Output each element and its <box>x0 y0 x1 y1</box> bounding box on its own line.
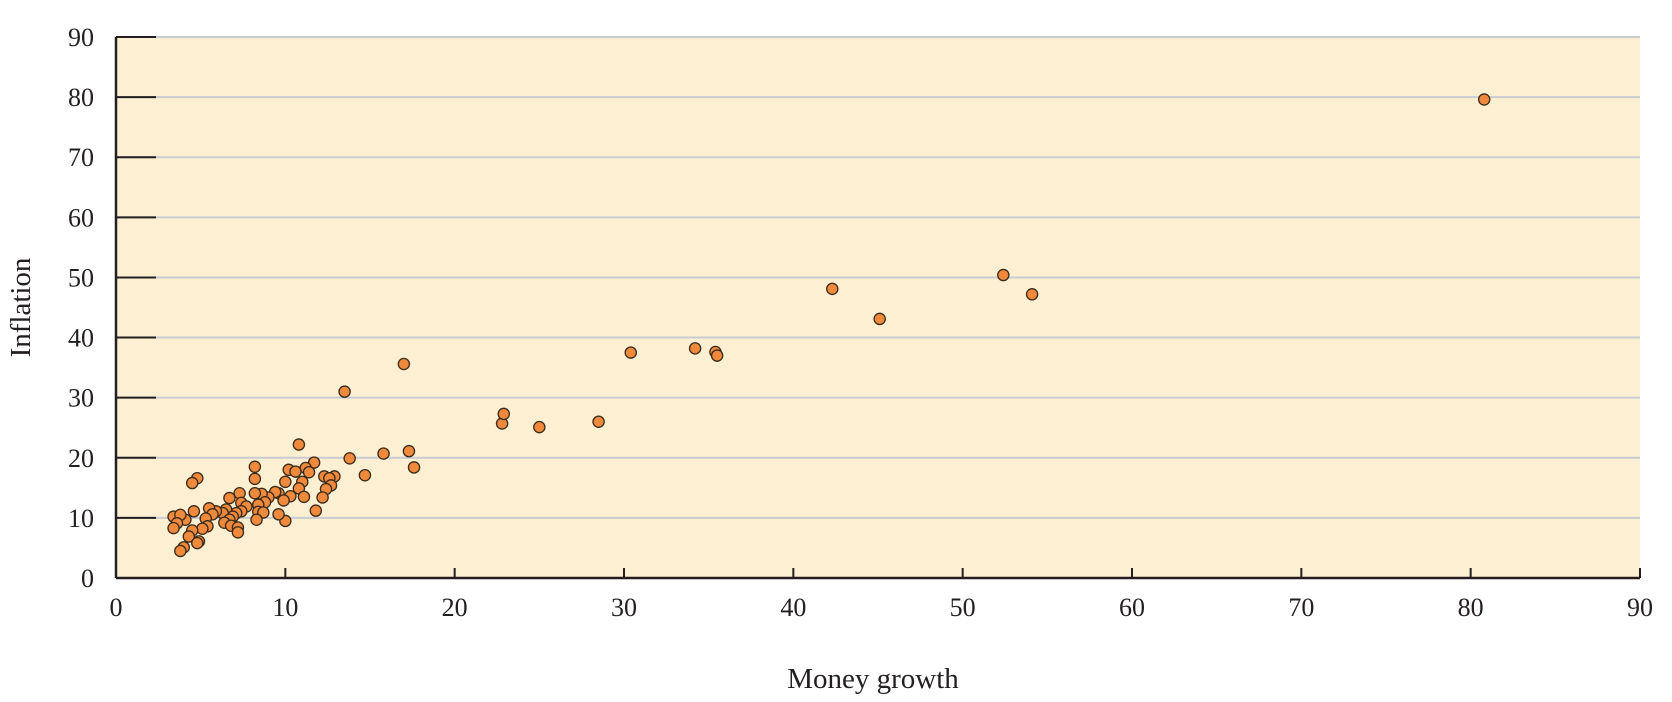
x-tick-label-40: 40 <box>780 593 806 622</box>
y-tick-label-30: 30 <box>68 384 94 413</box>
data-point <box>248 460 262 474</box>
data-point <box>710 349 724 362</box>
data-point <box>223 491 236 505</box>
data-point <box>343 452 356 465</box>
data-point <box>407 461 421 474</box>
data-point <box>231 526 245 539</box>
data-point <box>316 491 329 504</box>
data-point <box>272 508 285 521</box>
y-tick-label-20: 20 <box>68 444 94 473</box>
data-point <box>592 415 605 428</box>
x-tick-label-20: 20 <box>442 593 468 622</box>
data-point <box>182 530 196 543</box>
data-point <box>688 342 702 355</box>
data-point <box>250 513 263 526</box>
data-point <box>997 268 1010 282</box>
data-point <box>248 472 262 486</box>
data-point <box>248 486 262 500</box>
data-point <box>826 282 839 296</box>
data-point <box>292 438 306 451</box>
y-tick-label-50: 50 <box>68 263 94 292</box>
y-tick-label-10: 10 <box>68 504 94 533</box>
data-point <box>302 465 316 479</box>
data-point <box>377 447 390 460</box>
data-point <box>624 346 638 359</box>
y-tick-label-60: 60 <box>68 203 94 232</box>
data-point <box>297 490 311 504</box>
data-point <box>289 465 302 478</box>
data-point <box>279 475 292 489</box>
y-tick-label-90: 90 <box>68 23 94 52</box>
x-axis-label: Money growth <box>787 663 959 695</box>
data-point <box>873 312 886 326</box>
x-tick-label-0: 0 <box>110 593 123 622</box>
data-point <box>174 544 187 558</box>
data-point <box>1025 288 1039 301</box>
data-point <box>358 468 372 482</box>
plot-area <box>116 37 1640 578</box>
data-point <box>309 504 323 517</box>
data-point <box>167 521 180 535</box>
data-point <box>397 357 411 371</box>
y-tick-label-0: 0 <box>81 564 94 593</box>
x-tick-label-50: 50 <box>950 593 976 622</box>
data-point <box>402 444 416 458</box>
x-tick-label-60: 60 <box>1119 593 1145 622</box>
x-tick-label-80: 80 <box>1458 593 1484 622</box>
data-point <box>533 420 546 434</box>
data-point <box>277 494 290 507</box>
gridlines <box>118 36 1640 519</box>
data-point <box>338 385 351 398</box>
data-point <box>1477 93 1491 106</box>
data-points <box>167 93 1491 558</box>
x-tick-label-10: 10 <box>272 593 298 622</box>
tick-labels: 0 10 20 30 40 50 60 70 80 90 0 10 20 30 40 50 60 70 80 90 <box>68 23 1653 622</box>
data-point <box>191 536 204 550</box>
axes <box>114 36 1641 580</box>
y-tick-label-40: 40 <box>68 324 94 353</box>
data-point <box>185 476 199 490</box>
data-point <box>497 407 511 421</box>
data-point <box>187 505 201 518</box>
x-tick-label-70: 70 <box>1288 593 1314 622</box>
y-axis-label: Inflation <box>5 257 37 357</box>
x-tick-label-30: 30 <box>611 593 637 622</box>
y-tick-label-70: 70 <box>68 143 94 172</box>
data-point <box>196 522 209 535</box>
y-tick-label-80: 80 <box>68 83 94 112</box>
x-tick-label-90: 90 <box>1627 593 1653 622</box>
